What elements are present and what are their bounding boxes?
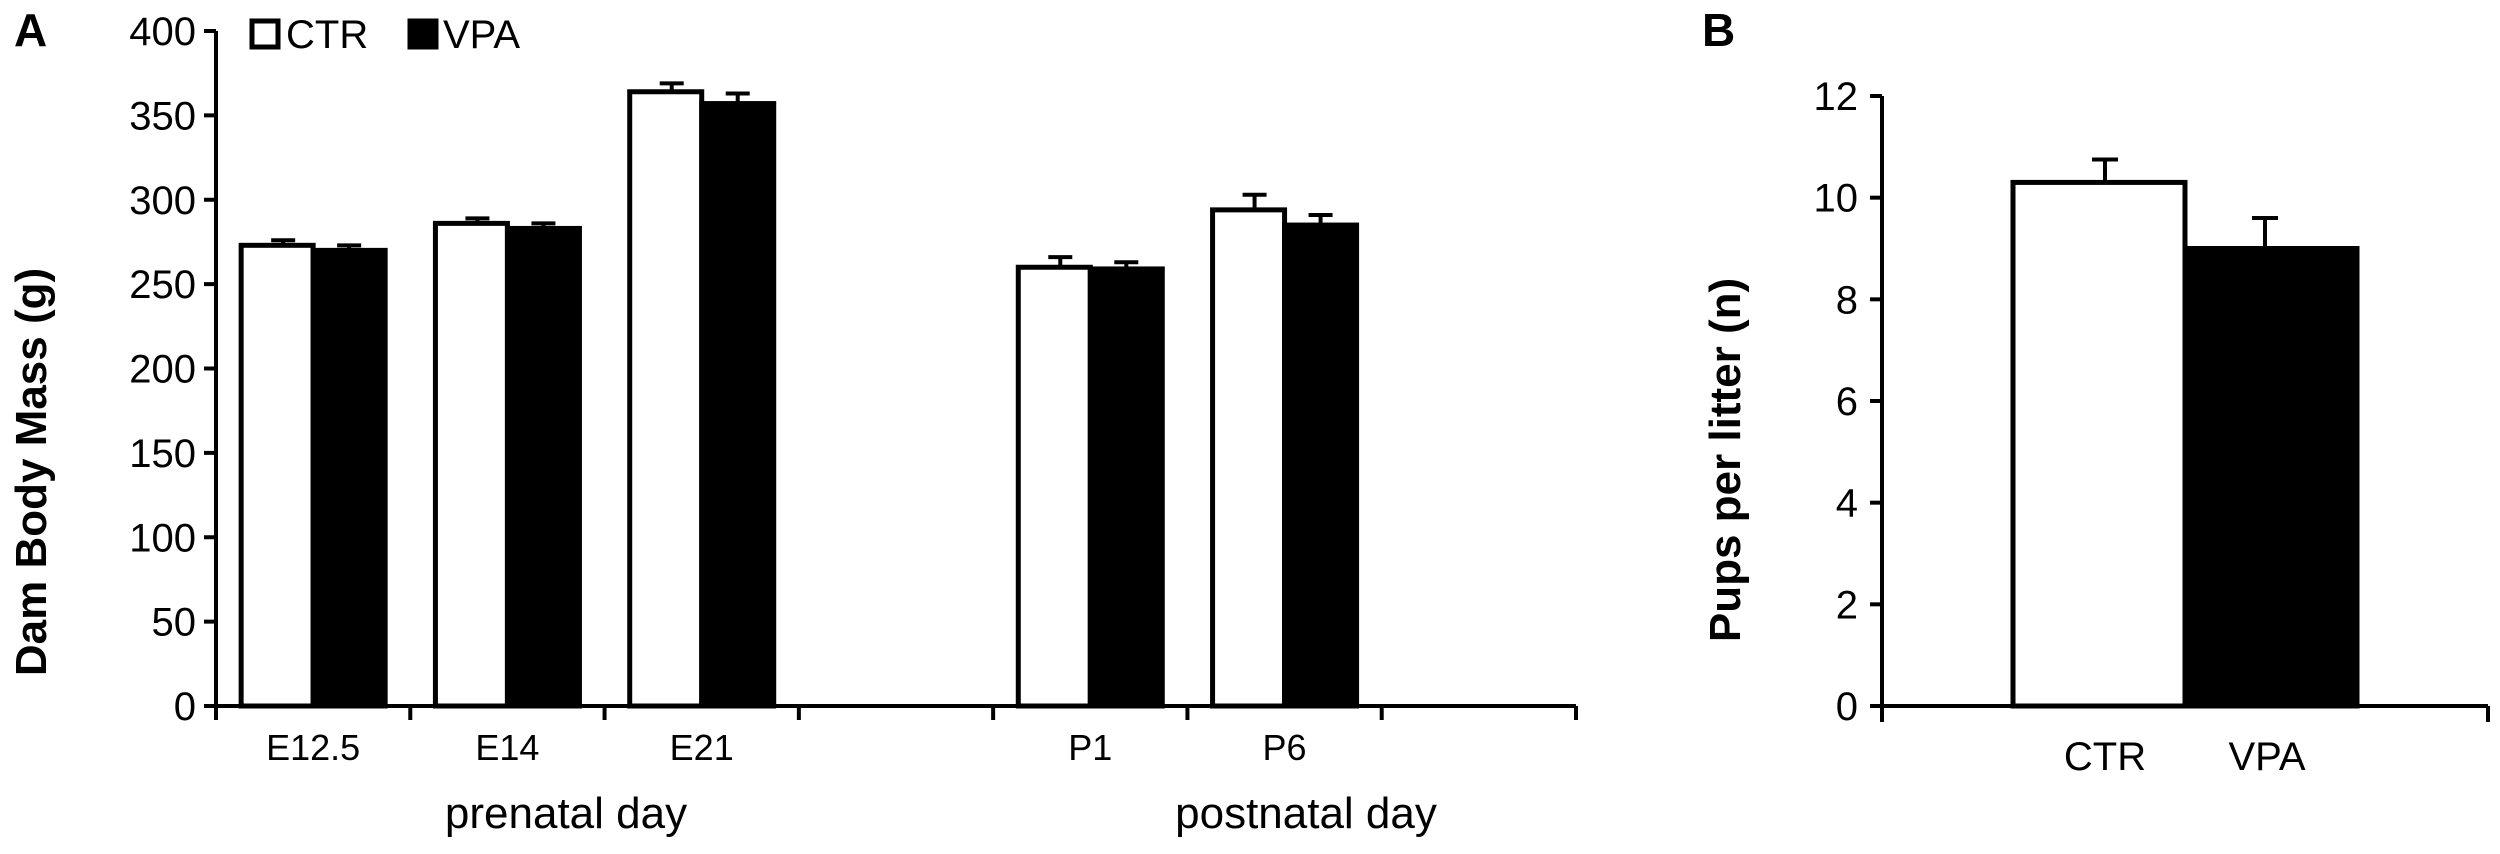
x-tick-label-e21: E21: [670, 727, 734, 768]
panel-b-letter: B: [1702, 4, 1735, 56]
panel-b-y-tick-label: 10: [1814, 177, 1859, 221]
bar-vpa-e21: [699, 101, 777, 709]
x-tick-label-p1: P1: [1068, 727, 1112, 768]
panel-b-x-labels: CTR VPA: [2064, 735, 2306, 779]
panel-a-legend: CTR VPA: [249, 13, 520, 57]
legend-label-vpa: VPA: [443, 13, 520, 57]
panel-b-bars: [2010, 157, 2360, 709]
panel-a-y-axis-title: Dam Body Mass (g): [7, 268, 56, 676]
panel-b-y-tick-label: 2: [1836, 583, 1858, 627]
group-label-prenatal: prenatal day: [445, 789, 687, 838]
x-tick-label-e14: E14: [475, 727, 539, 768]
panel-a-y-tick-label: 50: [152, 601, 197, 645]
bar-ctr: [2010, 179, 2188, 709]
x-tick-label-vpa: VPA: [2228, 735, 2305, 779]
bar-vpa: [2182, 246, 2360, 709]
panel-a-x-labels: E12.5 E14 E21 P1 P6: [266, 727, 1306, 768]
bar-vpa-e12-5: [310, 247, 388, 709]
panel-b-y-tick-label: 12: [1814, 75, 1859, 119]
panel-b-y-axis-title: Pups per litter (n): [1701, 278, 1750, 642]
bar-ctr-e14: [432, 220, 510, 709]
panel-a-y-tick-label: 100: [129, 516, 196, 560]
panel-a-axes: [214, 31, 1578, 720]
panel-a-y-tick-label: 400: [129, 10, 196, 54]
x-tick-label-ctr: CTR: [2064, 735, 2146, 779]
panel-a-y-tick-label: 200: [129, 348, 196, 392]
panel-a-y-tick-label: 250: [129, 263, 196, 307]
panel-b-y-tick-label: 6: [1836, 380, 1858, 424]
panel-b-y-tick-label: 0: [1836, 685, 1858, 729]
x-tick-label-e12-5: E12.5: [266, 727, 360, 768]
panel-a-y-tick-label: 0: [174, 685, 196, 729]
panel-a-y-tick-label: 300: [129, 179, 196, 223]
panel-a-y-tick-label: 350: [129, 94, 196, 138]
bar-vpa-p1: [1087, 266, 1165, 709]
panel-b-y-tick-label: 4: [1836, 482, 1858, 526]
x-tick-label-p6: P6: [1263, 727, 1307, 768]
panel-b: B Pups per litter (n) 0 2 4 6 8 10 12 CTR VPA: [1701, 4, 2490, 779]
bar-ctr-e12-5: [238, 242, 316, 709]
bar-vpa-e14: [504, 225, 582, 709]
bar-vpa-p6: [1282, 222, 1360, 709]
legend-swatch-ctr: [249, 18, 281, 50]
panel-a-bars: [238, 81, 1360, 709]
legend-swatch-vpa: [407, 18, 439, 50]
bar-ctr-p6: [1210, 207, 1288, 709]
panel-a-y-tick-label: 150: [129, 432, 196, 476]
panel-a-y-ticks: 0 50 100 150 200 250 300 350 400: [129, 10, 216, 729]
panel-b-y-tick-label: 8: [1836, 278, 1858, 322]
legend-label-ctr: CTR: [286, 13, 368, 57]
panel-a: A Dam Body Mass (g) 0 50 100 150 200 250 300 35…: [7, 4, 1578, 838]
bar-ctr-p1: [1015, 264, 1093, 709]
group-label-postnatal: postnatal day: [1175, 789, 1437, 838]
bar-ctr-e21: [627, 89, 705, 709]
panel-b-y-ticks: 0 2 4 6 8 10 12: [1814, 75, 1882, 729]
panel-a-letter: A: [14, 4, 47, 56]
